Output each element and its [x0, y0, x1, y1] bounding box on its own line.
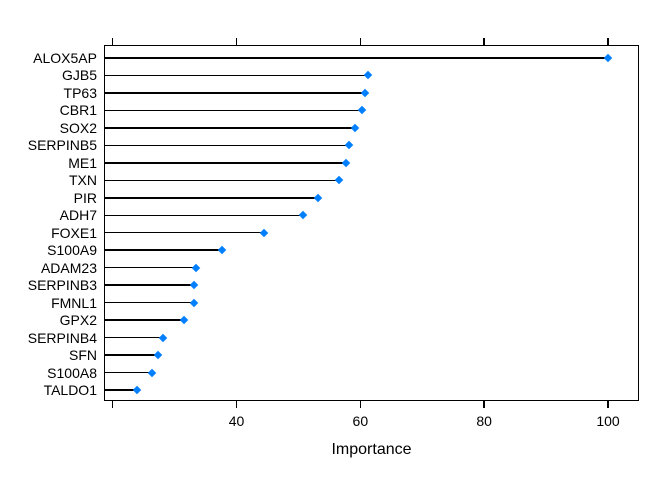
gene-label: SERPINB3: [27, 277, 97, 294]
importance-line: [104, 354, 158, 356]
gene-label: ME1: [68, 154, 97, 171]
importance-line: [104, 336, 163, 339]
importance-line: [104, 197, 319, 199]
x-axis-tick-top: [483, 38, 485, 45]
gene-label: ADAM23: [40, 259, 97, 276]
x-axis-tick-bottom: [235, 401, 238, 408]
importance-line: [104, 162, 347, 164]
x-axis-tick-label: 40: [228, 413, 245, 429]
importance-line: [104, 92, 365, 94]
gene-label: GPX2: [59, 312, 97, 329]
gene-label: SFN: [69, 347, 97, 364]
gene-label: ADH7: [59, 207, 97, 224]
gene-label: TP63: [63, 84, 97, 101]
x-axis-tick-bottom: [607, 401, 609, 408]
gene-label: PIR: [73, 189, 97, 206]
x-axis-title: Importance: [331, 441, 412, 458]
importance-line: [104, 74, 368, 77]
gene-label: SERPINB5: [27, 137, 97, 154]
x-axis-tick-top: [607, 38, 609, 45]
x-axis-tick-label: 100: [596, 413, 620, 429]
gene-label: SERPINB4: [27, 329, 97, 346]
importance-line: [104, 179, 340, 182]
gene-label: TALDO1: [43, 382, 97, 398]
x-axis-tick-top: [111, 38, 114, 45]
importance-line: [104, 301, 194, 304]
importance-line: [104, 127, 356, 129]
x-axis-tick-bottom: [483, 401, 485, 408]
importance-line: [104, 266, 197, 269]
plot-area: [104, 45, 639, 401]
gene-label: TXN: [69, 172, 97, 189]
gene-label: S100A9: [47, 242, 97, 259]
gene-label: FOXE1: [51, 224, 97, 241]
gene-label: ALOX5AP: [33, 50, 97, 66]
importance-line: [104, 284, 194, 286]
x-axis-tick-label: 80: [476, 413, 492, 429]
importance-line: [104, 57, 609, 59]
gene-label: CBR1: [59, 102, 97, 119]
importance-line: [104, 231, 265, 234]
importance-line: [104, 389, 137, 391]
x-axis-tick-label: 60: [352, 413, 369, 429]
importance-line: [104, 214, 304, 216]
gene-label: S100A8: [47, 364, 97, 381]
importance-line: [104, 371, 152, 374]
gene-label: SOX2: [59, 119, 97, 136]
importance-line: [104, 249, 222, 251]
gene-label: GJB5: [61, 67, 97, 84]
importance-line: [104, 319, 185, 321]
x-axis-tick-bottom: [359, 401, 362, 408]
x-axis-tick-top: [235, 38, 238, 45]
importance-line: [104, 109, 362, 112]
x-axis-tick-top: [359, 38, 362, 45]
importance-line: [104, 144, 350, 147]
x-axis-tick-bottom: [111, 401, 114, 408]
gene-label: FMNL1: [51, 294, 97, 311]
